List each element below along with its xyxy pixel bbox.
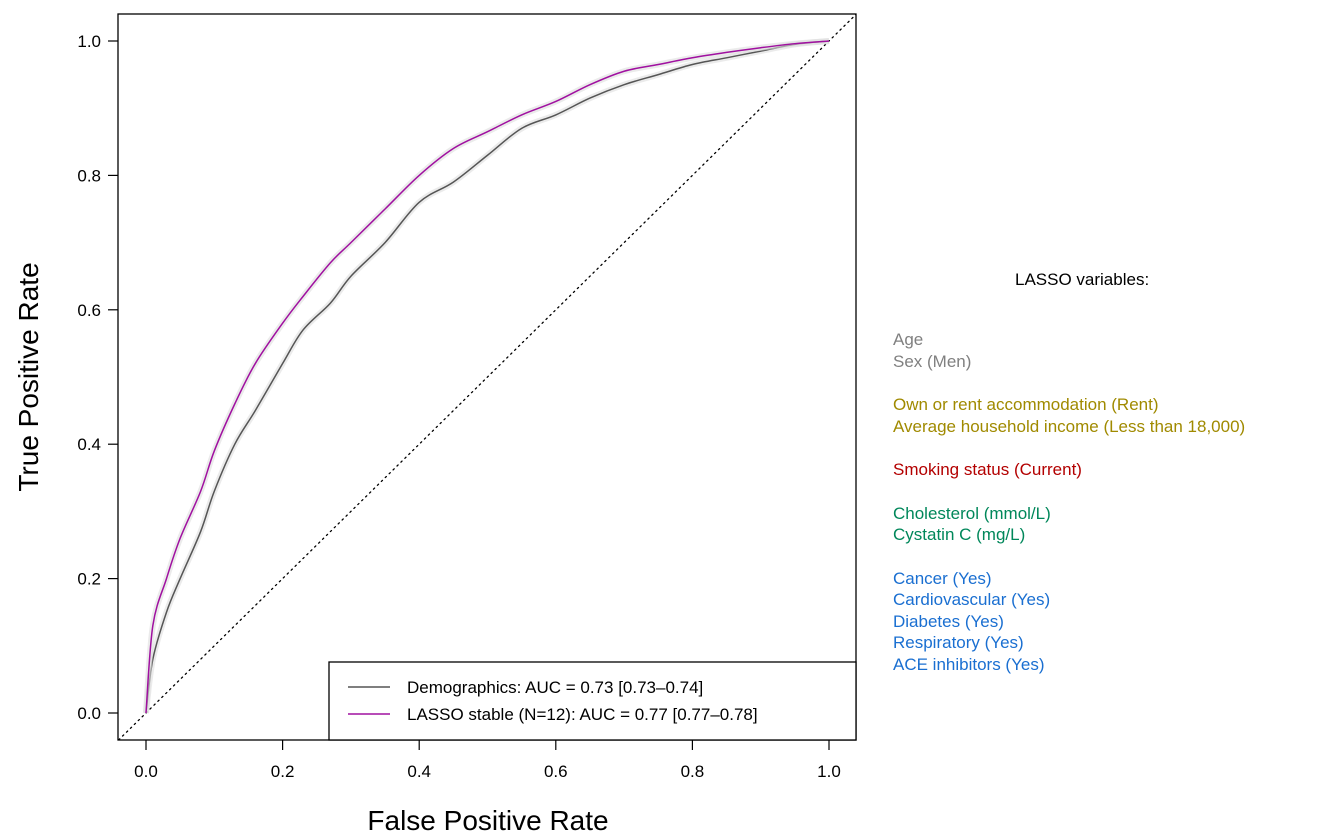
legend-box [328, 661, 857, 741]
axes: 0.0 0.2 0.4 0.6 0.8 1.0 0.0 0.2 0.4 0.6 0.8 1.0 [77, 13, 857, 781]
y-tick-label: 0.2 [77, 570, 101, 589]
x-tick-label: 0.6 [544, 762, 568, 781]
lasso-variable: Smoking status (Current) [893, 460, 1082, 479]
series-line [145, 40, 830, 714]
series-line [145, 40, 830, 714]
x-tick-label: 1.0 [817, 762, 841, 781]
y-tick-label: 0.6 [77, 301, 101, 320]
legend-entry: Demographics: AUC = 0.73 [0.73–0.74] [407, 678, 703, 697]
diagonal-reference-line [118, 14, 856, 740]
x-tick-label: 0.0 [134, 762, 158, 781]
y-axis-title: True Positive Rate [13, 262, 44, 491]
plot-area [118, 14, 856, 740]
y-tick-label: 0.4 [77, 435, 101, 454]
series-lasso-stable [143, 38, 830, 714]
y-tick-label: 0.8 [77, 166, 101, 185]
x-tick-label: 0.4 [407, 762, 431, 781]
lasso-variable: Cancer (Yes) [893, 568, 992, 588]
lasso-variable: Sex (Men) [893, 351, 972, 371]
lasso-variable: ACE inhibitors (Yes) [893, 654, 1045, 674]
series-demographics [143, 38, 830, 714]
lasso-variable: Own or rent accommodation (Rent) [893, 395, 1159, 414]
lasso-panel-title: LASSO variables: [1015, 270, 1150, 289]
y-tick-label: 1.0 [77, 32, 101, 51]
lasso-variable: Cholesterol (mmol/L) [893, 503, 1051, 523]
x-axis-title: False Positive Rate [367, 805, 608, 836]
legend: Demographics: AUC = 0.73 [0.73–0.74] LASS… [328, 661, 857, 741]
x-tick-label: 0.8 [681, 762, 705, 781]
lasso-variable: Cardiovascular (Yes) [893, 590, 1051, 609]
legend-entry: LASSO stable (N=12): AUC = 0.77 [0.77–0.… [407, 705, 758, 724]
lasso-variable: Age [893, 330, 924, 349]
x-axis: 0.0 0.2 0.4 0.6 0.8 1.0 [134, 740, 841, 781]
lasso-variable: Average household income (Less than 18,0… [893, 416, 1246, 436]
y-axis: 0.0 0.2 0.4 0.6 0.8 1.0 [77, 32, 118, 723]
lasso-variable: Diabetes (Yes) [893, 611, 1004, 631]
x-tick-label: 0.2 [271, 762, 295, 781]
lasso-variable: Cystatin C (mg/L) [893, 525, 1026, 544]
lasso-variable: Respiratory (Yes) [893, 633, 1024, 652]
y-tick-label: 0.0 [77, 704, 101, 723]
